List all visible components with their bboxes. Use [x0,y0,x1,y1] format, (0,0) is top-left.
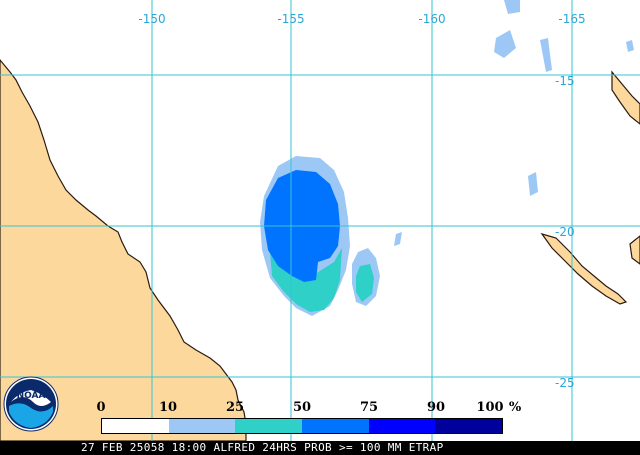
legend-swatch [302,419,369,433]
legend-tick-label: 50 [292,400,312,415]
caption-text: 27 FEB 25058 18:00 ALFRED 24HRS PROB >= … [81,441,444,454]
noaa-logo-text: NOAA [17,391,46,401]
legend-swatch [235,419,303,433]
longitude-label: -160 [418,12,445,26]
longitude-label: -155 [277,12,304,26]
graticule [0,0,640,441]
legend-swatch [368,419,436,433]
caption-strip [0,441,640,455]
probability-speck-5 [528,172,538,196]
probability-blob-small-inner [356,264,374,302]
probability-speck-6 [626,40,634,52]
island-northeast [611,70,640,125]
probability-speck-3 [504,0,520,14]
legend-tick-label: 25 [225,400,245,415]
legend-tick-label: 100 [476,400,504,415]
probability-speck-2 [494,30,516,58]
legend-unit-label: % [508,400,522,415]
island-east-edge [629,235,640,265]
legend-swatch [435,419,503,433]
longitude-label: -165 [558,12,585,26]
legend-tick-label: 10 [158,400,178,415]
legend-tick-label: 75 [359,400,379,415]
legend-tick-label: 90 [426,400,446,415]
latitude-label: -25 [555,376,575,390]
longitude-label: -150 [138,12,165,26]
latitude-label: -15 [555,74,575,88]
legend-color-bar [101,418,503,434]
noaa-logo: NOAA [3,376,59,432]
probability-speck-1 [394,232,402,246]
legend-swatch [168,419,236,433]
australia-landmass [0,59,247,442]
probability-speck-4 [540,38,552,72]
island-east [540,232,628,305]
legend-swatch [102,419,169,433]
legend-tick-label: 0 [96,400,106,415]
latitude-label: -20 [555,225,575,239]
